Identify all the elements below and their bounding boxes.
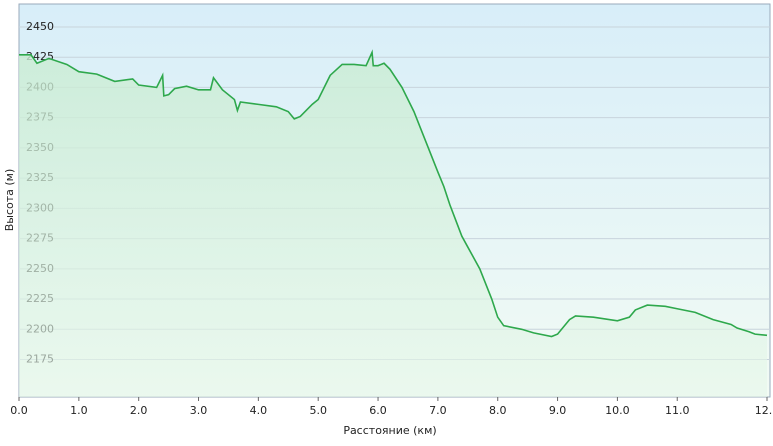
x-tick-label: 4.0 — [250, 404, 268, 417]
area-fill — [19, 52, 768, 397]
x-tick-label: 2.0 — [130, 404, 148, 417]
x-axis-title: Расстояние (км) — [343, 424, 436, 437]
x-tick-label: 1.0 — [70, 404, 88, 417]
elevation-line — [19, 49, 768, 338]
x-tick-label: 3.0 — [190, 404, 208, 417]
y-axis-title: Высота (м) — [3, 169, 16, 232]
x-tick-label: 11.0 — [665, 404, 690, 417]
x-tick-label: 7.0 — [429, 404, 447, 417]
x-tick-label: 9.0 — [549, 404, 567, 417]
x-tick-label: 12.5 — [755, 404, 773, 417]
x-tick-label: 10.0 — [605, 404, 630, 417]
x-tick-label: 5.0 — [309, 404, 327, 417]
y-tick-label: 2450 — [26, 20, 54, 33]
x-tick-label: 8.0 — [489, 404, 507, 417]
x-tick-label: 0.0 — [10, 404, 28, 417]
x-tick-label: 6.0 — [369, 404, 387, 417]
